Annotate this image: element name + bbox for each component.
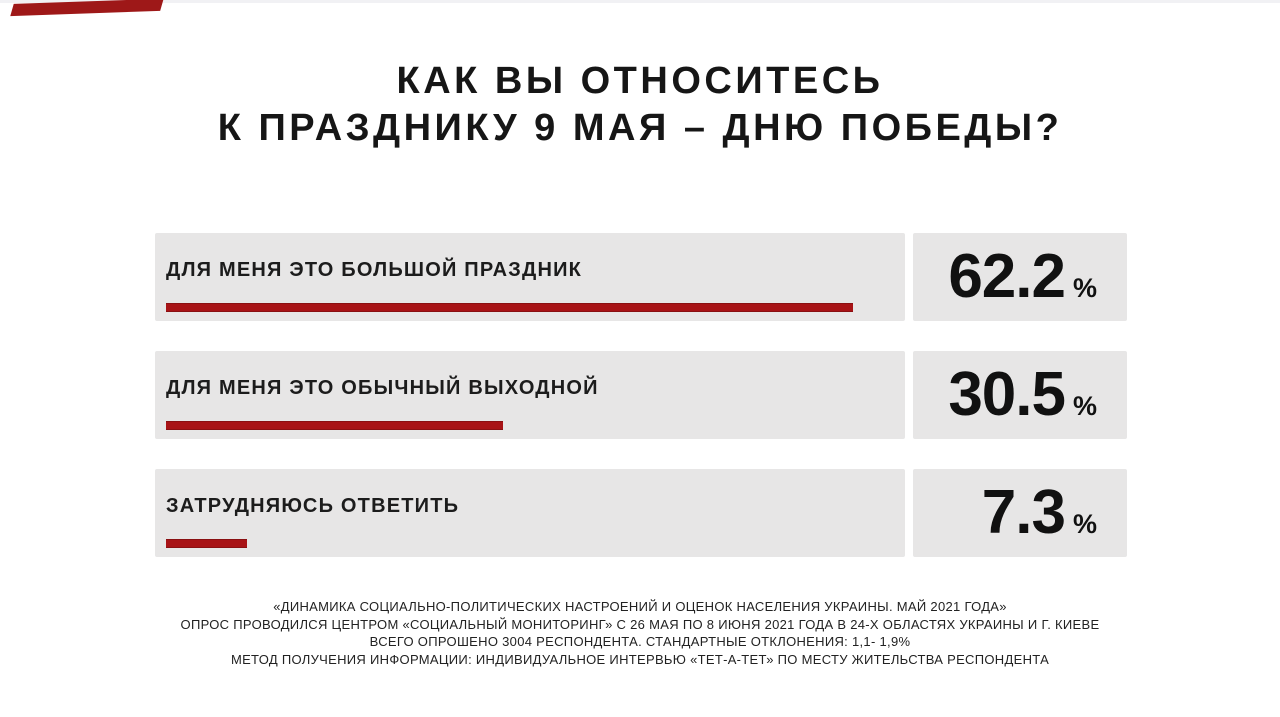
percent-sign: % xyxy=(1072,391,1097,421)
answer-value-panel: 7.3% xyxy=(913,469,1127,557)
answer-label-panel: ДЛЯ МЕНЯ ЭТО БОЛЬШОЙ ПРАЗДНИК xyxy=(155,233,905,321)
footer-line-2: ОПРОС ПРОВОДИЛСЯ ЦЕНТРОМ «СОЦИАЛЬНЫЙ МОН… xyxy=(180,616,1100,632)
answer-bar xyxy=(166,421,503,430)
footer-line-1: «ДИНАМИКА СОЦИАЛЬНО-ПОЛИТИЧЕСКИХ НАСТРОЕ… xyxy=(273,599,1007,614)
footer-line-3: ВСЕГО ОПРОШЕНО 3004 РЕСПОНДЕНТА. СТАНДАР… xyxy=(369,634,911,649)
survey-methodology-note: «ДИНАМИКА СОЦИАЛЬНО-ПОЛИТИЧЕСКИХ НАСТРОЕ… xyxy=(0,598,1280,668)
answer-value: 7.3 xyxy=(981,478,1066,547)
answer-label: ДЛЯ МЕНЯ ЭТО БОЛЬШОЙ ПРАЗДНИК xyxy=(166,259,583,281)
answer-value-panel: 62.2% xyxy=(913,233,1127,321)
title-line-1: КАК ВЫ ОТНОСИТЕСЬ xyxy=(396,60,884,102)
answer-label: ДЛЯ МЕНЯ ЭТО ОБЫЧНЫЙ ВЫХОДНОЙ xyxy=(166,377,599,399)
answer-label-panel: ЗАТРУДНЯЮСЬ ОТВЕТИТЬ xyxy=(155,469,905,557)
answer-label-panel: ДЛЯ МЕНЯ ЭТО ОБЫЧНЫЙ ВЫХОДНОЙ xyxy=(155,351,905,439)
answer-value-line: 30.5% xyxy=(948,351,1097,455)
footer-line-4: МЕТОД ПОЛУЧЕНИЯ ИНФОРМАЦИИ: ИНДИВИДУАЛЬН… xyxy=(230,651,1050,667)
answer-value: 62.2 xyxy=(948,242,1066,311)
percent-sign: % xyxy=(1072,509,1097,539)
answer-value-line: 7.3% xyxy=(982,469,1097,573)
answer-value-line: 62.2% xyxy=(948,233,1097,337)
answer-value-panel: 30.5% xyxy=(913,351,1127,439)
answer-bar xyxy=(166,303,853,312)
answer-value: 30.5 xyxy=(948,360,1066,429)
answer-bar xyxy=(166,539,247,548)
corner-accent-mark xyxy=(10,0,164,17)
page-title: КАК ВЫ ОТНОСИТЕСЬ К ПРАЗДНИКУ 9 МАЯ – ДН… xyxy=(0,58,1280,152)
title-line-2: К ПРАЗДНИКУ 9 МАЯ – ДНЮ ПОБЕДЫ? xyxy=(217,107,1063,149)
percent-sign: % xyxy=(1072,273,1097,303)
answer-label: ЗАТРУДНЯЮСЬ ОТВЕТИТЬ xyxy=(166,495,460,517)
top-edge-band xyxy=(0,0,1280,3)
